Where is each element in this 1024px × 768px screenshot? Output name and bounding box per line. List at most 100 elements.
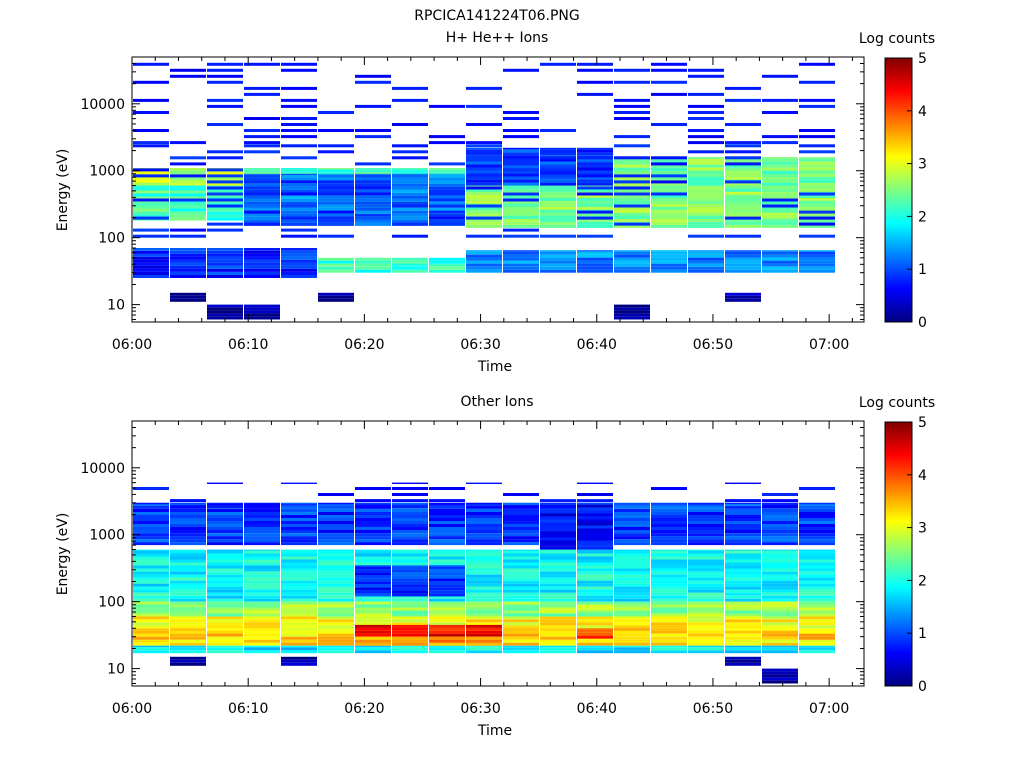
heatmap-cell xyxy=(762,542,798,546)
heatmap-cell xyxy=(688,539,724,543)
heatmap-cell xyxy=(614,186,650,190)
heatmap-cell xyxy=(318,173,354,175)
heatmap-cell xyxy=(244,250,280,254)
heatmap-cell xyxy=(799,625,835,629)
heatmap-cell xyxy=(503,260,539,264)
heatmap-cell xyxy=(207,616,243,620)
heatmap-cell xyxy=(651,549,687,551)
heatmap-cell xyxy=(318,502,354,504)
heatmap-cell xyxy=(651,553,687,557)
heatmap-cell xyxy=(503,533,539,537)
heatmap-cell xyxy=(133,502,169,506)
heatmap-cell xyxy=(540,254,576,258)
heatmap-cell xyxy=(170,616,206,620)
heatmap-cell xyxy=(540,534,576,538)
heatmap-cell xyxy=(688,509,724,512)
heatmap-cell xyxy=(503,592,539,596)
heatmap-cell xyxy=(688,502,724,504)
heatmap-cell xyxy=(355,502,391,506)
heatmap-cell xyxy=(244,222,280,226)
heatmap-cell xyxy=(762,198,798,202)
heatmap-cell xyxy=(540,215,576,219)
heatmap-cell xyxy=(466,550,502,554)
heatmap-cell xyxy=(577,156,613,160)
heatmap-cell xyxy=(281,180,317,184)
heatmap-cell xyxy=(133,542,169,546)
heatmap-cell xyxy=(429,650,465,654)
heatmap-cell xyxy=(503,536,539,540)
heatmap-cell xyxy=(207,176,243,180)
heatmap-cell xyxy=(577,263,613,267)
heatmap-cell xyxy=(170,190,206,194)
x-axis-label: Time xyxy=(477,359,512,375)
heatmap-cell xyxy=(133,179,169,183)
heatmap-cell xyxy=(466,592,502,596)
heatmap-cell xyxy=(540,546,576,550)
heatmap-cell xyxy=(725,512,761,515)
heatmap-cell xyxy=(170,650,206,654)
heatmap-cell xyxy=(133,182,169,186)
heatmap-cell xyxy=(762,266,798,270)
heatmap-cell xyxy=(651,568,687,572)
heatmap-cell xyxy=(503,493,539,496)
heatmap-cell xyxy=(170,586,206,590)
heatmap-cell xyxy=(799,157,835,159)
heatmap-cell xyxy=(318,521,354,524)
heatmap-cell xyxy=(281,613,317,617)
heatmap-cell xyxy=(614,574,650,578)
heatmap-cell xyxy=(651,595,687,599)
heatmap-cell xyxy=(170,512,206,515)
heatmap-cell xyxy=(133,98,169,102)
heatmap-cell xyxy=(244,169,280,173)
heatmap-cell xyxy=(725,568,761,572)
heatmap-cell xyxy=(355,213,391,217)
heatmap-cell xyxy=(688,250,724,252)
heatmap-cell xyxy=(392,98,428,102)
heatmap-cell xyxy=(614,613,650,617)
colorbar-tick-label: 1 xyxy=(918,262,927,278)
heatmap-cell xyxy=(318,650,354,654)
heatmap-cell xyxy=(651,180,687,184)
heatmap-cell xyxy=(281,168,317,170)
heatmap-cell xyxy=(762,583,798,587)
heatmap-cell xyxy=(355,639,391,643)
heatmap-cell xyxy=(688,254,724,258)
heatmap-cell xyxy=(207,515,243,518)
heatmap-cell xyxy=(799,509,835,512)
heatmap-cell xyxy=(207,268,243,272)
heatmap-cell xyxy=(133,168,169,172)
heatmap-cell xyxy=(799,222,835,226)
heatmap-cell xyxy=(466,206,502,210)
heatmap-cell xyxy=(207,228,243,232)
heatmap-cell xyxy=(318,207,354,211)
heatmap-cell xyxy=(318,527,354,530)
heatmap-cell xyxy=(466,542,502,546)
heatmap-cell xyxy=(614,104,650,108)
heatmap-cell xyxy=(799,188,835,192)
heatmap-cell xyxy=(133,515,169,518)
heatmap-cell xyxy=(355,173,391,175)
heatmap-cell xyxy=(318,549,354,551)
heatmap-cell xyxy=(207,524,243,527)
heatmap-cell xyxy=(281,647,317,651)
heatmap-cell xyxy=(318,562,354,566)
heatmap-cell xyxy=(392,595,428,599)
heatmap-cell xyxy=(651,604,687,608)
heatmap-cell xyxy=(133,502,169,504)
heatmap-cell xyxy=(614,633,650,637)
heatmap-cell xyxy=(577,80,613,84)
heatmap-cell xyxy=(355,647,391,651)
heatmap-cell xyxy=(355,80,391,84)
heatmap-cell xyxy=(651,203,687,207)
heatmap-cell xyxy=(392,562,428,566)
heatmap-cell xyxy=(466,482,502,484)
heatmap-cell xyxy=(318,607,354,611)
heatmap-cell xyxy=(503,162,539,166)
heatmap-cell xyxy=(466,263,502,267)
heatmap-cell xyxy=(281,86,317,90)
heatmap-cell xyxy=(762,269,798,273)
heatmap-cell xyxy=(540,531,576,535)
heatmap-cell xyxy=(762,536,798,540)
heatmap-cell xyxy=(133,636,169,640)
